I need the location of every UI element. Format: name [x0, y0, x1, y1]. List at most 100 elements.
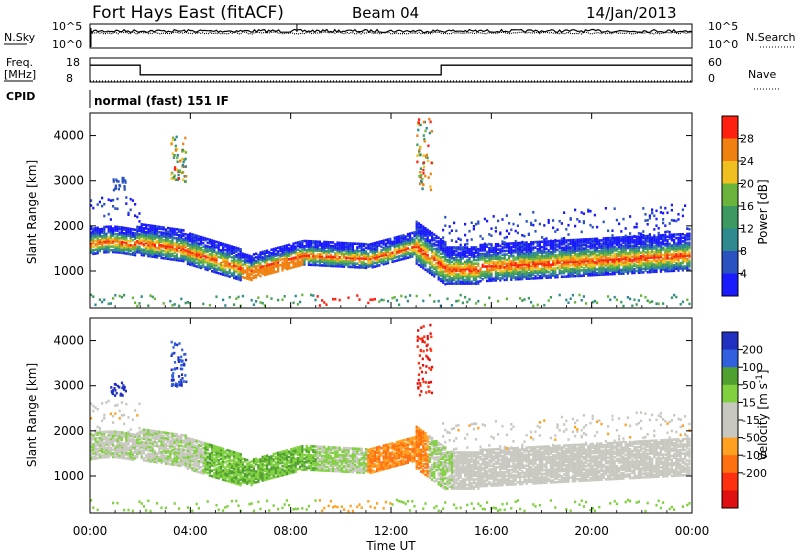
heatmap-cell [670, 262, 673, 265]
heatmap-cell [292, 301, 295, 305]
heatmap-cell [296, 252, 299, 255]
heatmap-cell [567, 248, 570, 251]
heatmap-cell [569, 240, 572, 244]
heatmap-cell [488, 277, 491, 281]
heatmap-cell [574, 224, 577, 228]
heatmap-cell [556, 228, 559, 231]
heatmap-cell [626, 252, 629, 255]
heatmap-cell [536, 273, 539, 276]
heatmap-cell [90, 293, 93, 297]
heatmap-cell [501, 269, 504, 273]
heatmap-cell [468, 266, 471, 269]
heatmap-cell [96, 449, 99, 453]
heatmap-cell [266, 255, 269, 258]
heatmap-cell [514, 269, 517, 272]
heatmap-cell [488, 279, 491, 283]
heatmap-cell [646, 238, 649, 241]
heatmap-cell [393, 259, 396, 263]
heatmap-cell [105, 430, 108, 434]
heatmap-cell [593, 253, 596, 257]
heatmap-cell [114, 187, 118, 190]
heatmap-cell [406, 247, 409, 250]
heatmap-cell [530, 241, 533, 244]
heatmap-cell [173, 233, 176, 236]
heatmap-cell [497, 262, 500, 266]
heatmap-cell [197, 238, 200, 242]
heatmap-cell [461, 246, 464, 249]
heatmap-cell [105, 245, 108, 248]
heatmap-cell [527, 259, 530, 262]
heatmap-cell [609, 251, 612, 254]
heatmap-cell [197, 253, 200, 256]
heatmap-cell [547, 276, 550, 279]
heatmap-cell [310, 250, 313, 254]
heatmap-cell [376, 257, 379, 261]
heatmap-cell [670, 255, 673, 258]
heatmap-cell [149, 249, 152, 253]
heatmap-cell [648, 243, 651, 247]
heatmap-cell [684, 247, 687, 250]
heatmap-cell [618, 236, 621, 239]
heatmap-cell [310, 259, 313, 263]
heatmap-cell [96, 508, 99, 512]
heatmap-cell [272, 260, 275, 263]
heatmap-cell [637, 271, 640, 274]
heatmap-cell [303, 239, 306, 243]
cpid-program: normal (fast) 151 IF [94, 94, 229, 108]
heatmap-cell [369, 244, 372, 248]
heatmap-cell [558, 241, 561, 244]
heatmap-cell [618, 250, 621, 254]
heatmap-cell [444, 282, 447, 286]
heatmap-cell [153, 234, 156, 237]
heatmap-cell [332, 244, 335, 248]
heatmap-cell [140, 241, 143, 244]
heatmap-cell [316, 295, 319, 298]
heatmap-cell [294, 294, 297, 298]
heatmap-cell [633, 268, 636, 271]
heatmap-cell [620, 270, 623, 274]
heatmap-cell [285, 260, 288, 263]
heatmap-cell [123, 244, 126, 248]
heatmap-cell [684, 238, 687, 241]
heatmap-cell [426, 239, 429, 242]
heatmap-cell [574, 260, 577, 263]
heatmap-cell [613, 242, 616, 245]
heatmap-cell [259, 271, 262, 274]
heatmap-cell [149, 233, 152, 236]
heatmap-cell [200, 255, 203, 259]
heatmap-cell [164, 253, 167, 257]
heatmap-cell [169, 245, 172, 248]
heatmap-cell [263, 259, 266, 262]
heatmap-cell [477, 275, 480, 278]
heatmap-cell [98, 452, 101, 456]
heatmap-cell [521, 243, 524, 246]
heatmap-cell [483, 256, 486, 259]
heatmap-cell [494, 230, 497, 233]
heatmap-cell [213, 257, 216, 261]
heatmap-cell [211, 266, 214, 269]
heatmap-cell [519, 248, 522, 252]
heatmap-cell [164, 250, 167, 253]
heatmap-cell [340, 254, 343, 257]
heatmap-cell [552, 272, 555, 275]
heatmap-cell [180, 234, 183, 237]
heatmap-cell [314, 260, 317, 263]
heatmap-cell [96, 447, 99, 451]
heatmap-cell [560, 222, 563, 225]
heatmap-cell [224, 255, 227, 259]
heatmap-cell [365, 253, 368, 257]
heatmap-cell [448, 251, 451, 255]
heatmap-cell [477, 258, 480, 262]
heatmap-cell [448, 255, 451, 258]
heatmap-cell [360, 264, 363, 267]
heatmap-cell [475, 258, 478, 262]
heatmap-cell [125, 202, 128, 205]
heatmap-cell [521, 259, 524, 263]
heatmap-cell [329, 259, 332, 262]
heatmap-cell [582, 270, 585, 274]
heatmap-cell [336, 261, 339, 264]
heatmap-cell [268, 265, 271, 268]
heatmap-cell [398, 238, 401, 242]
heatmap-cell [206, 263, 209, 266]
heatmap-cell [677, 213, 680, 216]
